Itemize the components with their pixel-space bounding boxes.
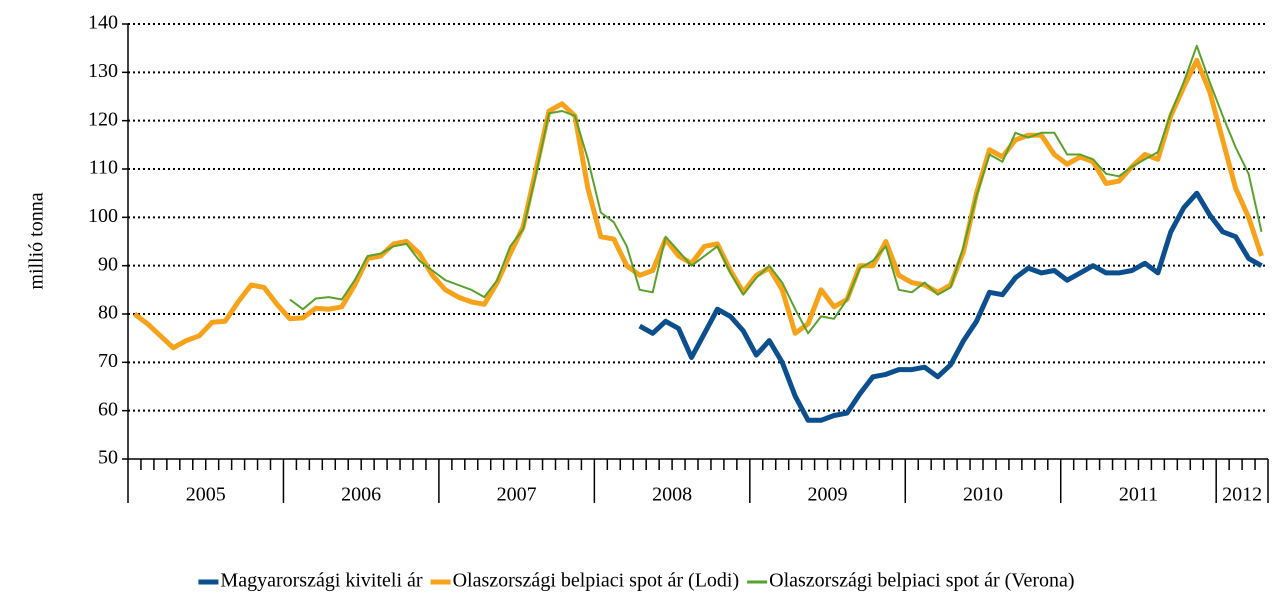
y-tick-label: 60 [98,398,118,420]
y-tick-label: 120 [88,108,118,130]
y-tick-label: 50 [98,447,118,469]
x-tick-label: 2005 [186,484,226,506]
x-tick-label: 2011 [1119,484,1158,506]
x-tick-label: 2007 [497,484,537,506]
y-tick-label: 70 [98,350,118,372]
series-line [289,44,1263,335]
x-tick-label: 2006 [341,484,381,506]
y-tick-label: 100 [88,205,118,227]
x-tick-label: 2012 [1222,484,1262,506]
y-axis-label: millió tonna [26,192,48,289]
series-line [132,57,1264,351]
x-tick-label: 2010 [963,484,1003,506]
legend-label: Magyarországi kiviteli ár [220,570,422,592]
legend-label: Olaszországi belpiaci spot ár (Lodi) [453,570,740,592]
y-tick-label: 80 [98,302,118,324]
y-tick-label: 90 [98,253,118,275]
y-tick-label: 140 [88,12,118,34]
y-tick-label: 110 [89,157,118,179]
y-tick-label: 130 [88,60,118,82]
series-line [638,190,1263,423]
x-tick-label: 2008 [652,484,692,506]
legend-label: Olaszországi belpiaci spot ár (Verona) [769,570,1074,592]
x-tick-label: 2009 [808,484,848,506]
